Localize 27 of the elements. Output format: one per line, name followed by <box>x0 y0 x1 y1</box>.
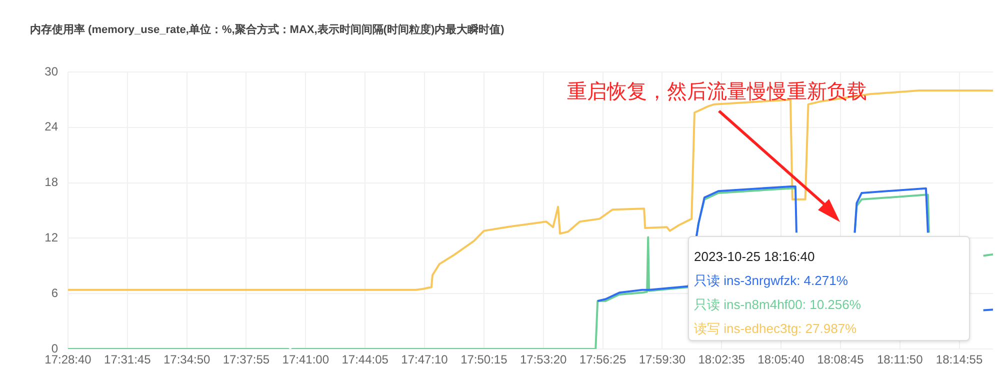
x-tick-label: 18:11:50 <box>876 352 924 367</box>
y-tick-label: 0 <box>51 341 58 356</box>
x-tick-label: 17:47:10 <box>401 352 448 367</box>
x-tick-label: 17:44:05 <box>342 352 389 367</box>
annotation: 读写 ins-edhec3tg: 27.987% <box>694 320 858 338</box>
x-tick-label: 17:53:20 <box>520 352 568 367</box>
y-tick-label: 12 <box>44 230 58 245</box>
x-tick-label: 17:28:40 <box>44 352 92 367</box>
x-tick-label: 18:05:40 <box>758 352 805 367</box>
x-tick-label: 17:37:55 <box>222 352 270 367</box>
annotation: 2023-10-25 18:16:40 <box>694 248 816 266</box>
x-tick-label: 18:08:45 <box>817 352 864 367</box>
x-tick-label: 18:02:35 <box>698 352 746 367</box>
x-tick-label: 18:14:55 <box>936 352 983 367</box>
x-tick-label: 17:41:00 <box>282 352 330 367</box>
y-tick-label: 18 <box>44 175 58 190</box>
x-tick-label: 17:56:25 <box>579 352 626 367</box>
annotation: 只读 ins-3nrgwfzk: 4.271% <box>694 272 849 290</box>
y-tick-label: 24 <box>44 120 58 134</box>
y-tick-label: 6 <box>51 286 58 300</box>
x-tick-label: 17:34:50 <box>163 352 211 367</box>
y-tick-label: 30 <box>44 64 58 78</box>
x-tick-label: 17:50:15 <box>460 352 508 367</box>
x-tick-label: 17:59:30 <box>638 352 686 367</box>
x-tick-label: 17:31:45 <box>104 352 152 367</box>
chart-title: 内存使用率 (memory_use_rate,单位：%,聚合方式：MAX,表示时间间隔(时间粒度)内最大瞬时值) <box>30 22 504 37</box>
annotation: 只读 ins-n8m4hf00: 10.256% <box>694 296 862 314</box>
